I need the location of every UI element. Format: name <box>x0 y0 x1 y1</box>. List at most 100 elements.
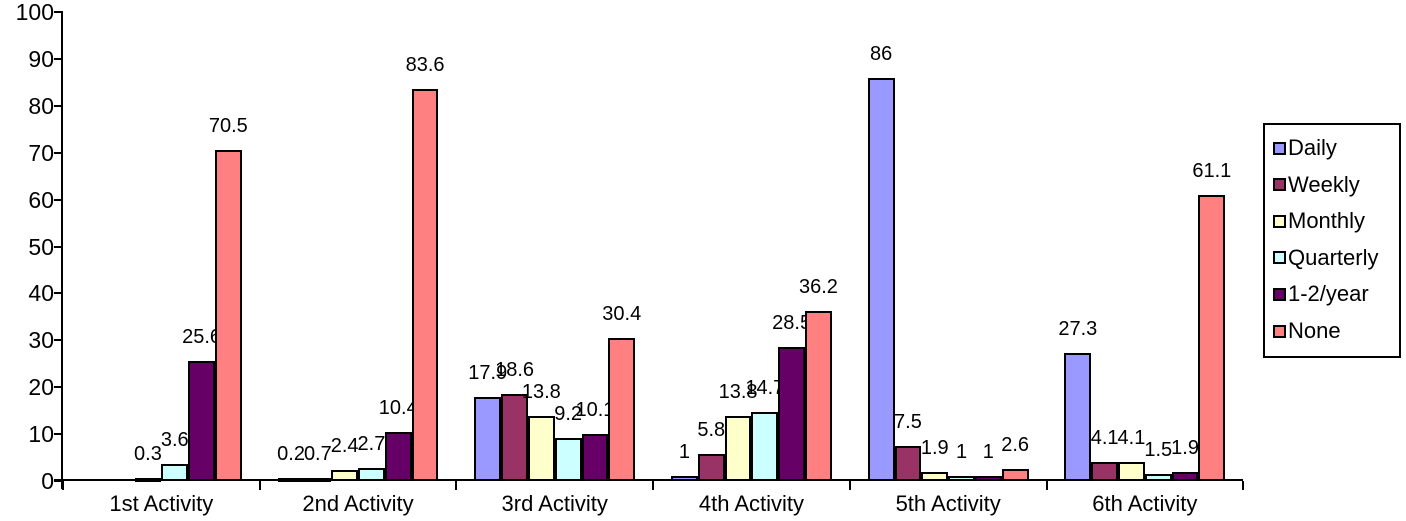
legend: Daily Weekly Monthly Quarterly 1-2/year None <box>1263 123 1401 358</box>
bar-value-label: 36.2 <box>798 276 838 299</box>
legend-label: 1-2/year <box>1288 281 1369 307</box>
bar-value-label: 3.6 <box>160 429 189 452</box>
bar-monthly <box>527 416 555 481</box>
bar-1-2-year <box>1171 472 1199 481</box>
bar-monthly <box>331 469 359 481</box>
y-axis-tick <box>54 198 63 201</box>
bar-monthly <box>724 416 752 481</box>
bar-value-label: 0.3 <box>134 443 162 465</box>
y-axis-tick <box>54 480 63 482</box>
bar-value-label: 13.8 <box>521 381 561 404</box>
bar-value-label: 1.5 <box>1144 438 1173 461</box>
legend-label: Quarterly <box>1288 244 1379 270</box>
y-axis-tick-label: 10 <box>28 421 54 448</box>
bar-value-label: 13.8 <box>718 381 758 404</box>
category-label: 3rd Activity <box>501 491 608 516</box>
bar-monthly <box>1118 461 1145 481</box>
bar-value-label: 1 <box>955 441 968 464</box>
legend-item-1-2-year: 1-2/year <box>1273 281 1369 307</box>
x-axis-tick <box>1045 481 1048 490</box>
bar-weekly <box>1091 461 1119 481</box>
bar-quarterly <box>751 412 779 481</box>
x-axis-line <box>54 479 1244 481</box>
legend-swatch-icon <box>1273 251 1286 265</box>
bar-weekly <box>697 453 725 481</box>
bar-value-label: 30.4 <box>602 303 642 326</box>
bar-quarterly <box>1144 473 1172 481</box>
bar-value-label: 4.1 <box>1117 426 1146 449</box>
y-axis-line <box>61 11 63 489</box>
y-axis-tick-label: 0 <box>41 468 54 494</box>
y-axis-tick-label: 40 <box>28 280 54 307</box>
y-axis-tick-label: 30 <box>28 327 54 354</box>
bar-value-label: 0.7 <box>303 442 332 465</box>
bar-quarterly <box>161 464 189 481</box>
y-axis-tick <box>54 151 63 154</box>
bar-daily <box>867 77 895 481</box>
bar-quarterly <box>358 468 385 481</box>
bar-value-label: 1 <box>678 441 690 464</box>
category-label: 4th Activity <box>698 491 805 516</box>
bar-value-label: 70.5 <box>208 115 248 138</box>
bar-value-label: 14.7 <box>745 377 785 400</box>
y-axis-tick <box>54 339 63 342</box>
y-axis-tick-label: 60 <box>28 186 54 213</box>
bar-daily <box>277 478 305 482</box>
bar-value-label: 2.7 <box>357 433 386 456</box>
y-axis-tick <box>54 386 63 389</box>
legend-item-monthly: Monthly <box>1273 208 1366 234</box>
y-axis-tick <box>54 245 63 248</box>
category-label: 5th Activity <box>895 491 1001 516</box>
bar-weekly <box>894 445 922 481</box>
y-axis-tick-label: 80 <box>28 92 54 119</box>
bar-none <box>214 150 242 481</box>
bar-value-label: 86 <box>870 42 893 65</box>
bar-none <box>411 89 439 481</box>
legend-label: Weekly <box>1288 171 1360 197</box>
bar-value-label: 10.1 <box>575 398 615 421</box>
bar-1-2-year <box>188 360 215 481</box>
bar-value-label: 25.6 <box>182 325 222 348</box>
y-axis-tick <box>54 292 63 295</box>
legend-swatch-icon <box>1273 324 1286 338</box>
bar-1-2-year <box>384 432 412 481</box>
y-axis-tick <box>54 104 63 107</box>
bar-value-label: 5.8 <box>697 418 726 441</box>
bar-value-label: 1.9 <box>1171 437 1199 460</box>
legend-label: Monthly <box>1288 208 1366 234</box>
x-axis-tick <box>848 481 851 490</box>
bar-none <box>1001 468 1029 481</box>
y-axis-tick-label: 50 <box>28 233 54 260</box>
legend-label: Daily <box>1288 135 1337 160</box>
bar-value-label: 28.5 <box>772 312 812 335</box>
bar-weekly <box>304 477 332 482</box>
legend-swatch-icon <box>1273 178 1286 192</box>
bar-weekly <box>501 393 528 481</box>
bar-value-label: 17.9 <box>468 362 508 385</box>
y-axis-tick <box>54 58 63 61</box>
x-axis-tick <box>455 481 458 490</box>
y-axis-tick <box>54 11 63 14</box>
legend-item-daily: Daily <box>1273 135 1337 160</box>
legend-label: None <box>1288 318 1341 343</box>
category-label: 2nd Activity <box>302 491 414 516</box>
x-axis-tick <box>62 481 64 490</box>
legend-item-weekly: Weekly <box>1273 171 1360 197</box>
y-axis-tick-label: 90 <box>28 46 54 73</box>
bar-value-label: 18.6 <box>495 358 535 381</box>
bar-quarterly <box>948 476 975 481</box>
bar-value-label: 10.4 <box>378 397 418 420</box>
bar-daily <box>671 476 698 481</box>
bar-value-label: 61.1 <box>1192 159 1232 182</box>
bar-1-2-year <box>974 476 1002 481</box>
bar-value-label: 1.9 <box>920 437 949 460</box>
bar-value-label: 2.6 <box>1001 433 1030 456</box>
legend-swatch-icon <box>1273 287 1286 301</box>
bar-value-label: 9.2 <box>554 402 583 425</box>
bar-none <box>805 311 832 481</box>
legend-swatch-icon <box>1273 214 1286 228</box>
bar-value-label: 7.5 <box>894 410 922 433</box>
bar-monthly <box>921 472 949 481</box>
bar-value-label: 2.4 <box>330 434 359 457</box>
